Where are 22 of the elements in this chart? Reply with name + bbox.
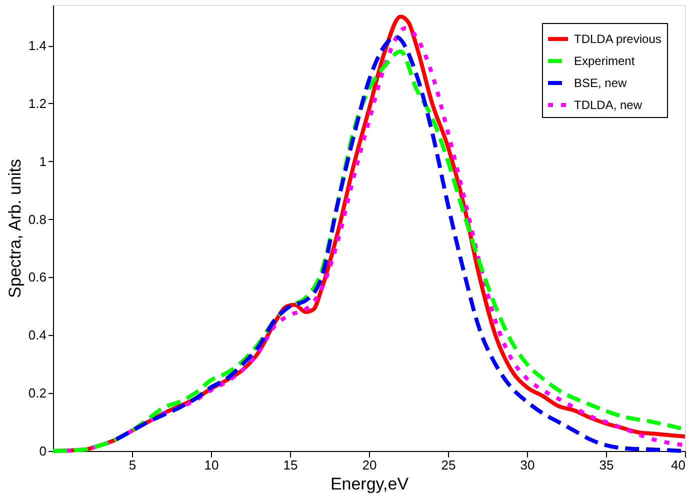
x-axis-title: Energy,eV bbox=[330, 474, 410, 494]
y-tick-label: 0 bbox=[39, 444, 46, 458]
y-tick-label: 0.2 bbox=[28, 386, 46, 401]
legend-label: TDLDA previous bbox=[574, 32, 662, 46]
x-tick-label: 5 bbox=[128, 458, 136, 472]
y-tick-label: 0.6 bbox=[28, 270, 46, 285]
x-tick-label: 15 bbox=[283, 458, 298, 472]
y-tick-label: 0.8 bbox=[28, 212, 46, 227]
y-tick-label: 1 bbox=[39, 154, 46, 169]
legend-label: BSE, new bbox=[574, 76, 628, 90]
x-tick-label: 40 bbox=[671, 458, 686, 472]
x-tick-label: 35 bbox=[599, 458, 614, 472]
x-tick-label: 10 bbox=[204, 458, 219, 472]
y-tick-label: 1.4 bbox=[28, 38, 46, 54]
y-tick-label: 0.4 bbox=[28, 328, 46, 343]
y-axis-title: Spectra, Arb. units bbox=[5, 159, 24, 298]
x-tick-label: 20 bbox=[362, 458, 377, 472]
x-tick-label: 25 bbox=[441, 458, 456, 472]
y-tick-label: 1.2 bbox=[28, 96, 46, 111]
legend-label: TDLDA, new bbox=[574, 98, 642, 112]
x-tick-label: 30 bbox=[520, 458, 535, 472]
legend-label: Experiment bbox=[574, 54, 636, 68]
